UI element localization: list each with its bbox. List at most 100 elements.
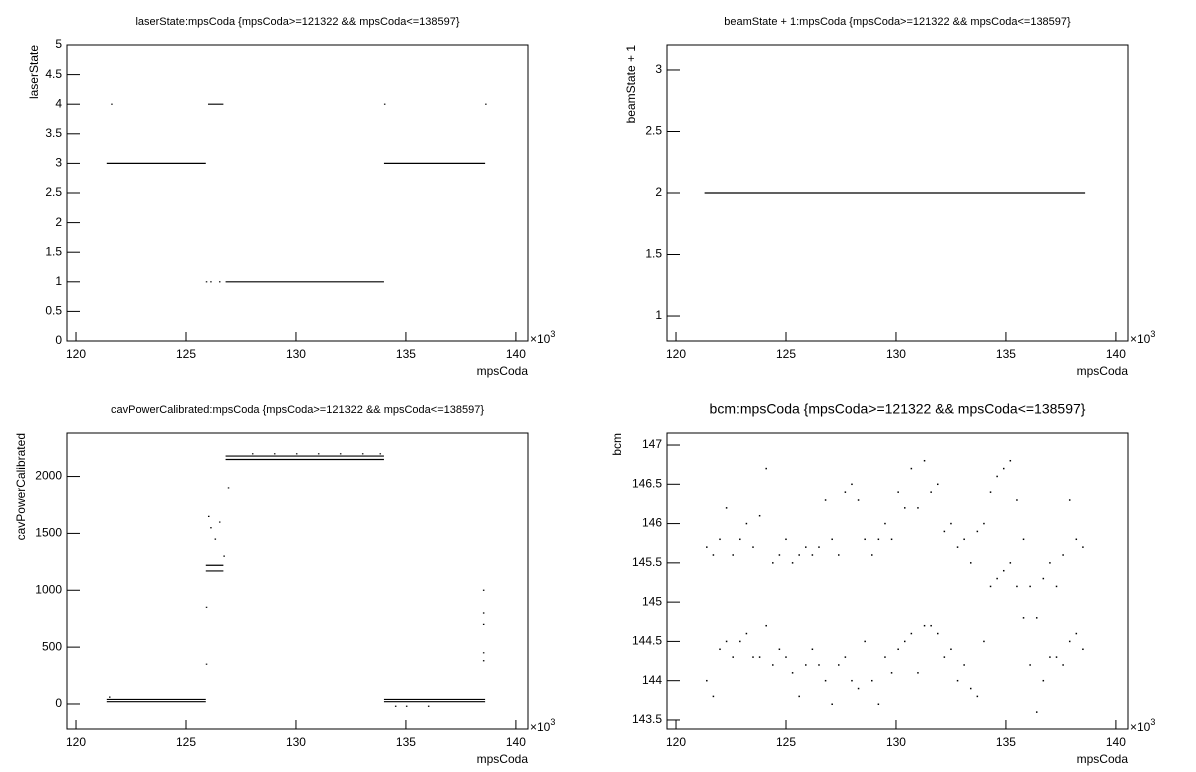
data-point: [1075, 632, 1078, 635]
data-point: [969, 687, 972, 690]
y-tick-label: 3.5: [45, 126, 62, 140]
y-axis-label: beamState + 1: [624, 45, 638, 124]
data-point: [989, 491, 992, 493]
data-point: [864, 538, 866, 541]
x-scale-exponent: 3: [550, 329, 555, 339]
data-point: [706, 546, 708, 548]
y-tick-label: 1500: [35, 526, 62, 540]
x-axis-label: mpsCoda: [477, 364, 529, 378]
data-point: [890, 672, 893, 674]
x-tick-label: 125: [776, 735, 796, 749]
data-point: [996, 577, 998, 580]
x-scale-factor: ×103: [1130, 717, 1155, 734]
data-point: [917, 507, 919, 509]
data-point: [851, 679, 853, 682]
x-tick-label: 135: [996, 347, 1016, 361]
data-point: [838, 664, 840, 666]
data-point: [798, 695, 800, 698]
chart-panel: beamState + 1:mpsCoda {mpsCoda>=121322 &…: [624, 16, 1155, 378]
chart-panel: bcm:mpsCoda {mpsCoda>=121322 && mpsCoda<…: [610, 401, 1155, 766]
data-point: [831, 538, 833, 541]
x-axis-label: mpsCoda: [1077, 752, 1129, 766]
data-point: [1002, 569, 1005, 572]
data-point: [871, 679, 873, 682]
chart-title: cavPowerCalibrated:mpsCoda {mpsCoda>=121…: [111, 404, 484, 416]
y-tick-label: 1: [55, 274, 62, 288]
x-scale-factor: ×103: [530, 717, 555, 734]
data-point: [936, 632, 939, 635]
data-point: [1029, 585, 1031, 588]
x-tick-label: 125: [176, 347, 196, 361]
data-point: [1022, 538, 1025, 541]
data-point: [897, 491, 899, 493]
data-point: [1042, 679, 1045, 682]
data-point: [752, 546, 754, 548]
data-point: [904, 507, 906, 509]
data-point: [1055, 656, 1058, 658]
data-line: [106, 103, 487, 283]
chart-panel: laserState:mpsCoda {mpsCoda>=121322 && m…: [27, 16, 555, 378]
data-point: [950, 648, 952, 651]
x-scale-factor: ×103: [1130, 329, 1155, 346]
data-point: [824, 679, 827, 682]
data-point: [1062, 664, 1064, 666]
x-tick-label: 120: [666, 735, 686, 749]
data-point: [798, 554, 800, 556]
data-point: [884, 656, 886, 658]
y-tick-label: 2.5: [45, 185, 62, 199]
x-tick-label: 135: [396, 347, 416, 361]
x-tick-label: 120: [66, 347, 86, 361]
y-tick-label: 1000: [35, 582, 62, 596]
data-point: [1062, 554, 1064, 556]
data-point: [706, 679, 708, 682]
data-point: [758, 514, 761, 517]
data-point: [936, 483, 939, 486]
data-point: [791, 562, 794, 564]
data-point: [1082, 546, 1084, 548]
x-tick-label: 130: [886, 347, 906, 361]
x-scale-exponent: 3: [1150, 329, 1155, 339]
data-point: [831, 703, 833, 706]
y-tick-label: 1.5: [45, 244, 62, 258]
data-point: [1049, 562, 1051, 564]
x-tick-label: 130: [886, 735, 906, 749]
data-point: [844, 491, 847, 493]
y-tick-label: 5: [55, 37, 62, 51]
data-point: [930, 624, 932, 627]
data-point: [1029, 664, 1031, 666]
data-point: [785, 538, 787, 541]
x-axis-label: mpsCoda: [1077, 364, 1129, 378]
x-scale-base: ×10: [530, 332, 551, 346]
data-point: [719, 538, 721, 541]
y-tick-label: 147: [642, 437, 662, 451]
chart-title: beamState + 1:mpsCoda {mpsCoda>=121322 &…: [724, 16, 1071, 28]
data-point: [943, 530, 946, 533]
data-point: [745, 522, 748, 525]
y-tick-label: 146: [642, 516, 662, 530]
data-point: [1075, 538, 1078, 541]
data-point: [983, 640, 985, 643]
chart-title: laserState:mpsCoda {mpsCoda>=121322 && m…: [135, 16, 459, 28]
x-tick-label: 140: [506, 347, 526, 361]
data-point: [877, 538, 880, 541]
data-point: [824, 499, 827, 501]
data-point: [890, 538, 893, 541]
x-tick-label: 140: [506, 735, 526, 749]
x-scale-base: ×10: [1130, 720, 1151, 734]
data-point: [1035, 711, 1038, 713]
y-tick-label: 2000: [35, 469, 62, 483]
data-point: [725, 507, 728, 509]
data-point: [791, 672, 794, 674]
data-point: [904, 640, 906, 643]
data-point: [1049, 656, 1051, 658]
data-point: [765, 467, 767, 470]
data-point: [712, 695, 715, 698]
data-point: [996, 475, 998, 478]
y-tick-label: 2: [55, 215, 62, 229]
data-point: [1022, 617, 1025, 619]
x-scale-exponent: 3: [550, 717, 555, 727]
data-point: [943, 656, 946, 658]
data-point: [884, 522, 886, 525]
data-point: [857, 687, 860, 690]
